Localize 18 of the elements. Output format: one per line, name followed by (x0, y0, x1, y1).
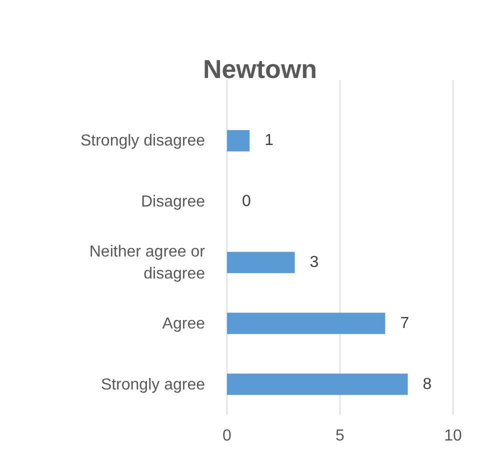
x-tick-label: 0 (222, 428, 232, 444)
data-label: 8 (422, 376, 432, 393)
bar (227, 130, 250, 152)
bar (227, 374, 408, 395)
chart-title: Newtown (202, 54, 318, 84)
bar (227, 312, 386, 334)
data-label: 3 (310, 254, 319, 271)
x-tick-label: 5 (336, 428, 345, 444)
x-tick-label: 10 (444, 428, 462, 444)
data-label: 0 (242, 193, 251, 210)
y-tick-label: Strongly disagree (80, 132, 206, 150)
y-tick-label: Disagree (140, 193, 206, 210)
y-tick-label: Agree (162, 314, 206, 332)
bar (227, 252, 295, 274)
data-label: 7 (400, 314, 410, 332)
data-label: 1 (264, 132, 274, 150)
y-tick-label: Neither agree or disagree (89, 243, 206, 282)
y-tick-label: Strongly agree (100, 376, 206, 393)
